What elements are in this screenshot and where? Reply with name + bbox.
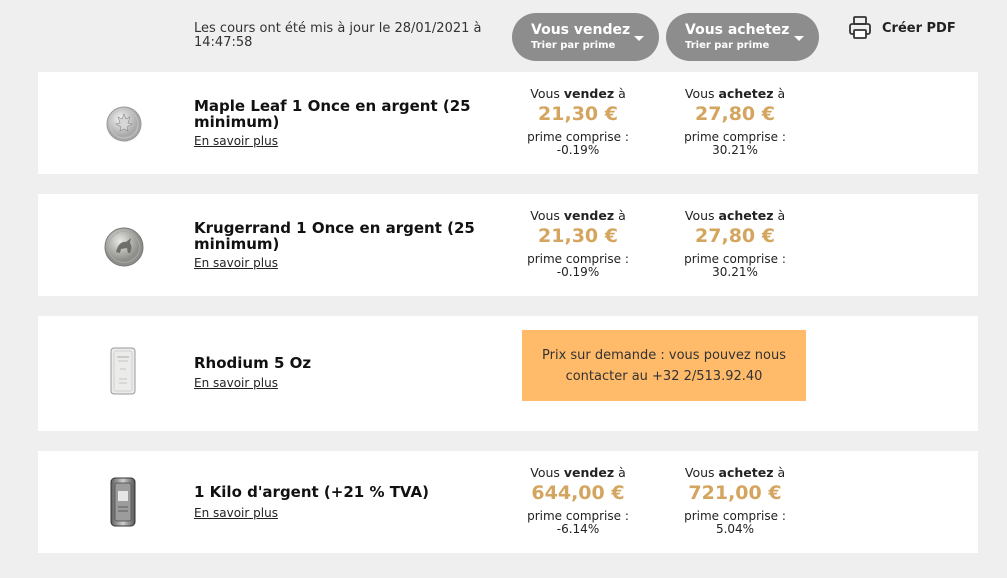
product-name: Krugerrand 1 Once en argent (25 minimum) [194, 219, 475, 253]
product-row: Maple Leaf 1 Once en argent (25 minimum)… [38, 72, 978, 174]
caption-prefix: Vous [530, 208, 564, 223]
sell-premium-value: -6.14% [556, 522, 600, 536]
sort-buy-button[interactable]: Vous achetez Trier par prime [666, 13, 819, 61]
caption-prefix: Vous [684, 86, 719, 101]
sell-price: 644,00 € [531, 482, 625, 504]
create-pdf-label: Créer PDF [882, 20, 956, 36]
caption-suffix: à [773, 86, 786, 101]
learn-more-link[interactable]: En savoir plus [194, 256, 278, 270]
sort-sell-button[interactable]: Vous vendez Trier par prime [512, 13, 659, 61]
buy-caption: Vous achetez à [665, 86, 805, 101]
sell-premium-value: -0.19% [556, 143, 600, 157]
sort-buy-label: Vous achetez [685, 22, 790, 38]
product-name: Rhodium 5 Oz [194, 354, 312, 372]
sell-premium-value: -0.19% [556, 265, 600, 279]
caption-suffix: à [773, 208, 786, 223]
caption-bold: vendez [563, 465, 615, 480]
product-row: Krugerrand 1 Once en argent (25 minimum)… [38, 194, 978, 296]
chevron-down-icon [634, 36, 644, 41]
update-timestamp: Les cours ont été mis à jour le 28/01/20… [194, 21, 482, 50]
sell-price: 21,30 € [538, 103, 618, 125]
buy-premium-label: prime comprise : [684, 509, 786, 523]
caption-bold: achetez [718, 465, 774, 480]
buy-premium-value: 30.21% [712, 265, 758, 279]
product-row: 1 Kilo d'argent (+21 % TVA) En savoir pl… [38, 451, 978, 553]
learn-more-link[interactable]: En savoir plus [194, 506, 278, 520]
rhodium-bar-icon [110, 347, 136, 399]
product-name: 1 Kilo d'argent (+21 % TVA) [194, 483, 429, 501]
caption-bold: vendez [563, 208, 615, 223]
learn-more-link[interactable]: En savoir plus [194, 376, 278, 390]
sell-premium-label: prime comprise : [527, 130, 629, 144]
buy-price-column: Vous achetez à 27,80 € prime comprise : … [665, 86, 805, 157]
buy-price: 721,00 € [688, 482, 782, 504]
buy-premium-value: 30.21% [712, 143, 758, 157]
sell-caption: Vous vendez à [508, 465, 648, 480]
caption-suffix: à [614, 208, 626, 223]
buy-caption: Vous achetez à [665, 465, 805, 480]
sell-price-column: Vous vendez à 644,00 € prime comprise : … [508, 465, 648, 536]
sort-sell-sublabel: Trier par prime [531, 40, 616, 51]
maple-leaf-coin-icon [106, 106, 142, 146]
printer-icon [848, 15, 872, 41]
caption-bold: achetez [718, 86, 774, 101]
price-on-request-notice: Prix sur demande : vous pouvez nous cont… [522, 330, 806, 401]
caption-suffix: à [773, 465, 786, 480]
sell-price-column: Vous vendez à 21,30 € prime comprise : -… [508, 86, 648, 157]
create-pdf-button[interactable]: Créer PDF [848, 15, 956, 41]
header: Les cours ont été mis à jour le 28/01/20… [0, 0, 1007, 72]
buy-premium-label: prime comprise : [684, 252, 786, 266]
chevron-down-icon [794, 36, 804, 41]
silver-kilo-bar-icon [110, 477, 136, 531]
buy-premium-label: prime comprise : [684, 130, 786, 144]
caption-suffix: à [614, 86, 626, 101]
sell-premium-label: prime comprise : [527, 252, 629, 266]
caption-prefix: Vous [530, 465, 564, 480]
buy-price: 27,80 € [695, 103, 775, 125]
sell-caption: Vous vendez à [508, 86, 648, 101]
buy-caption: Vous achetez à [665, 208, 805, 223]
product-row: Rhodium 5 Oz En savoir plus Prix sur dem… [38, 316, 978, 431]
sell-price-column: Vous vendez à 21,30 € prime comprise : -… [508, 208, 648, 279]
sort-sell-label: Vous vendez [531, 22, 631, 38]
learn-more-link[interactable]: En savoir plus [194, 134, 278, 148]
product-name: Maple Leaf 1 Once en argent (25 minimum) [194, 97, 471, 131]
buy-price: 27,80 € [695, 225, 775, 247]
sort-buy-sublabel: Trier par prime [685, 40, 770, 51]
buy-price-column: Vous achetez à 721,00 € prime comprise :… [665, 465, 805, 536]
sell-premium-label: prime comprise : [527, 509, 629, 523]
caption-bold: achetez [718, 208, 774, 223]
buy-price-column: Vous achetez à 27,80 € prime comprise : … [665, 208, 805, 279]
buy-premium-value: 5.04% [715, 522, 755, 536]
caption-suffix: à [614, 465, 626, 480]
krugerrand-coin-icon [104, 227, 144, 271]
caption-prefix: Vous [684, 208, 719, 223]
caption-prefix: Vous [684, 465, 719, 480]
sell-price: 21,30 € [538, 225, 618, 247]
caption-bold: vendez [563, 86, 615, 101]
caption-prefix: Vous [530, 86, 564, 101]
sell-caption: Vous vendez à [508, 208, 648, 223]
